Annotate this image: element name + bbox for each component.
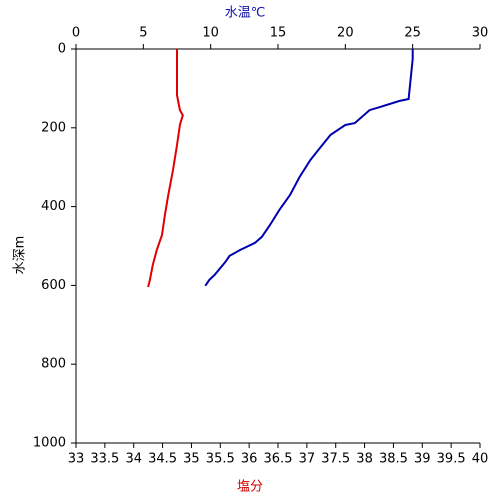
bottom-axis-label: 塩分	[237, 480, 263, 495]
bottom-tick-label: 36.5	[264, 452, 293, 467]
bottom-tick-label: 39.5	[437, 452, 466, 467]
top-axis-label: 水温℃	[225, 6, 266, 21]
bottom-tick-label: 34	[125, 452, 142, 467]
bottom-tick-label: 38.5	[379, 452, 408, 467]
y-tick-label: 1000	[33, 436, 66, 451]
profile-line	[147, 49, 184, 288]
bottom-tick-label: 33.5	[90, 452, 119, 467]
y-tick-label: 600	[41, 278, 66, 293]
top-tick-label: 15	[270, 26, 287, 41]
bottom-tick-label: 34.5	[148, 452, 177, 467]
bottom-tick-label: 40	[472, 452, 489, 467]
top-tick-label: 10	[202, 26, 219, 41]
y-tick-label: 0	[58, 42, 66, 57]
top-tick-label: 25	[404, 26, 421, 41]
top-tick-label: 30	[472, 26, 489, 41]
top-tick-label: 5	[139, 26, 147, 41]
y-axis-label: 水深m	[13, 236, 28, 275]
y-tick-label: 200	[41, 120, 66, 135]
bottom-tick-label: 38	[356, 452, 373, 467]
bottom-tick-label: 37.5	[321, 452, 350, 467]
bottom-tick-label: 35.5	[206, 452, 235, 467]
y-tick-label: 800	[41, 357, 66, 372]
bottom-tick-label: 36	[241, 452, 258, 467]
profile-line	[204, 49, 414, 287]
y-tick-label: 400	[41, 199, 66, 214]
top-tick-label: 0	[72, 26, 80, 41]
top-tick-label: 20	[337, 26, 354, 41]
bottom-tick-label: 35	[183, 452, 200, 467]
bottom-tick-label: 37	[299, 452, 316, 467]
bottom-tick-label: 39	[414, 452, 431, 467]
bottom-tick-label: 33	[68, 452, 85, 467]
